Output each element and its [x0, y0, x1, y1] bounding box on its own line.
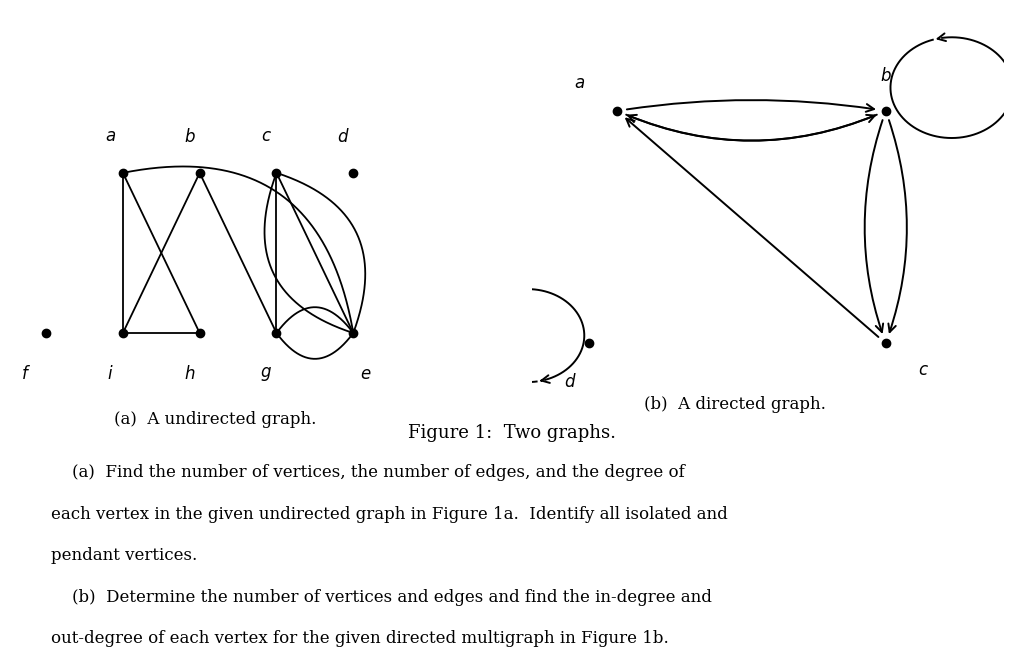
- Text: (a)  Find the number of vertices, the number of edges, and the degree of: (a) Find the number of vertices, the num…: [51, 464, 685, 481]
- Text: out-degree of each vertex for the given directed multigraph in Figure 1b.: out-degree of each vertex for the given …: [51, 630, 669, 647]
- Text: $\mathit{i}$: $\mathit{i}$: [106, 365, 114, 383]
- Text: pendant vertices.: pendant vertices.: [51, 547, 198, 564]
- Text: (b)  A directed graph.: (b) A directed graph.: [644, 396, 826, 413]
- Text: (a)  A undirected graph.: (a) A undirected graph.: [114, 411, 316, 428]
- Text: $\mathit{c}$: $\mathit{c}$: [261, 128, 271, 145]
- Text: $\mathit{e}$: $\mathit{e}$: [360, 366, 372, 383]
- Text: $\mathit{c}$: $\mathit{c}$: [918, 362, 929, 379]
- Text: $\mathit{d}$: $\mathit{d}$: [564, 373, 577, 391]
- Text: Figure 1:  Two graphs.: Figure 1: Two graphs.: [408, 424, 616, 442]
- Text: (b)  Determine the number of vertices and edges and find the in-degree and: (b) Determine the number of vertices and…: [51, 589, 712, 605]
- Text: $\mathit{g}$: $\mathit{g}$: [260, 365, 272, 383]
- Text: $\mathit{a}$: $\mathit{a}$: [104, 128, 116, 145]
- Text: $\mathit{b}$: $\mathit{b}$: [880, 67, 892, 85]
- Text: each vertex in the given undirected graph in Figure 1a.  Identify all isolated a: each vertex in the given undirected grap…: [51, 506, 728, 522]
- Text: $\mathit{f}$: $\mathit{f}$: [20, 365, 31, 383]
- Text: $\mathit{h}$: $\mathit{h}$: [183, 365, 196, 383]
- Text: $\mathit{d}$: $\mathit{d}$: [337, 128, 349, 146]
- Text: $\mathit{b}$: $\mathit{b}$: [183, 128, 196, 146]
- Text: $\mathit{a}$: $\mathit{a}$: [574, 75, 585, 92]
